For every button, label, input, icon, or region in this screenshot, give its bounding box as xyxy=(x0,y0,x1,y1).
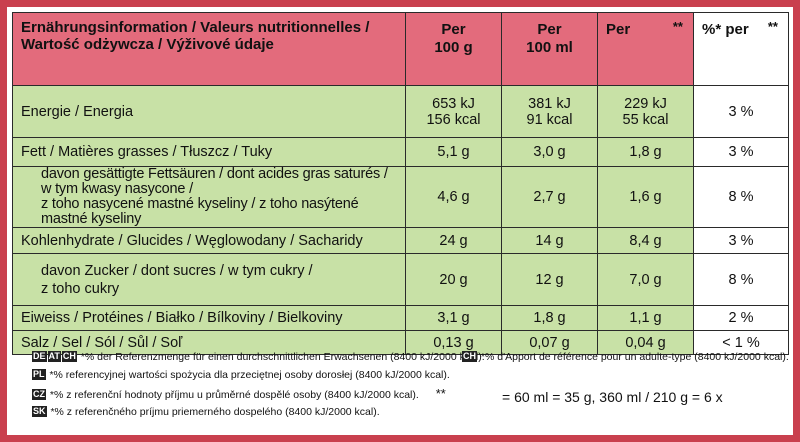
value-per-portion: 1,8 g xyxy=(597,137,694,167)
value-per-100ml: 381 kJ 91 kcal xyxy=(501,85,598,138)
footnote-sk: SK *% z referenčného príjmu priemerného … xyxy=(32,406,380,418)
value-per-100g: 5,1 g xyxy=(405,137,502,167)
table-header: Ernährungsinformation / Valeurs nutritio… xyxy=(12,12,789,86)
footnote-cz: CZ *% z referenční hodnoty příjmu u prům… xyxy=(32,386,446,401)
header-per-100ml: Per 100 ml xyxy=(501,12,598,86)
value-per-100g: 3,1 g xyxy=(405,305,502,331)
value-per-100ml: 2,7 g xyxy=(501,166,598,228)
value-per-100g: 653 kJ 156 kcal xyxy=(405,85,502,138)
country-code: SK xyxy=(32,406,47,417)
row-label: Eiweiss / Protéines / Białko / Bílkoviny… xyxy=(12,305,406,331)
row-label: Kohlenhydrate / Glucides / Węglowodany /… xyxy=(12,227,406,254)
table-row: davon gesättigte Fettsäuren / dont acide… xyxy=(12,166,789,228)
value-percent: < 1 % xyxy=(693,330,789,355)
value-per-portion: 1,6 g xyxy=(597,166,694,228)
value-per-100ml: 1,8 g xyxy=(501,305,598,331)
header-per-portion: Per ** xyxy=(597,12,694,86)
country-code: CH xyxy=(462,351,477,362)
table-row: Eiweiss / Protéines / Białko / Bílkoviny… xyxy=(12,305,789,331)
table-row: Salz / Sel / Sól / Sůl / Soľ 0,13 g 0,07… xyxy=(12,330,789,355)
country-code: DE xyxy=(32,351,47,362)
value-per-portion: 0,04 g xyxy=(597,330,694,355)
header-label: Ernährungsinformation / Valeurs nutritio… xyxy=(12,12,406,86)
row-label: Energie / Energia xyxy=(12,85,406,138)
value-per-100g: 4,6 g xyxy=(405,166,502,228)
footnote-de: DE AT CH *% der Referenzmenge für einen du… xyxy=(32,351,485,363)
footnote-pl: PL *% referencyjnej wartości spożycia dl… xyxy=(32,369,450,381)
country-code: PL xyxy=(32,369,46,380)
value-per-portion: 229 kJ 55 kcal xyxy=(597,85,694,138)
header-percent: %* per ** xyxy=(693,12,789,86)
value-per-portion: 1,1 g xyxy=(597,305,694,331)
portion-mark: ** xyxy=(435,386,446,401)
row-label: Fett / Matières grasses / Tłuszcz / Tuky xyxy=(12,137,406,167)
country-code: CH xyxy=(61,351,77,362)
value-percent: 2 % xyxy=(693,305,789,331)
value-per-100ml: 12 g xyxy=(501,253,598,306)
header-per-100g: Per 100 g xyxy=(405,12,502,86)
value-per-portion: 8,4 g xyxy=(597,227,694,254)
portion-definition: = 60 ml = 35 g, 360 ml / 210 g = 6 x xyxy=(502,389,723,405)
row-label: davon Zucker / dont sucres / w tym cukry… xyxy=(12,253,406,306)
value-percent: 8 % xyxy=(693,253,789,306)
row-label: davon gesättigte Fettsäuren / dont acide… xyxy=(12,166,406,228)
table-row: Kohlenhydrate / Glucides / Węglowodany /… xyxy=(12,227,789,254)
footnote-ch: CH *% d'Apport de référence pour un adul… xyxy=(462,351,789,363)
nutrition-table: Ernährungsinformation / Valeurs nutritio… xyxy=(12,12,789,355)
value-percent: 3 % xyxy=(693,227,789,254)
value-per-100ml: 3,0 g xyxy=(501,137,598,167)
table-row: davon Zucker / dont sucres / w tym cukry… xyxy=(12,253,789,306)
row-label: Salz / Sel / Sól / Sůl / Soľ xyxy=(12,330,406,355)
value-percent: 8 % xyxy=(693,166,789,228)
portion-mark: ** xyxy=(672,19,683,34)
value-percent: 3 % xyxy=(693,85,789,138)
country-code: CZ xyxy=(32,389,46,400)
table-row: Energie / Energia 653 kJ 156 kcal 381 kJ 9… xyxy=(12,85,789,138)
value-per-100g: 24 g xyxy=(405,227,502,254)
table-row: Fett / Matières grasses / Tłuszcz / Tuky… xyxy=(12,137,789,167)
value-per-100g: 0,13 g xyxy=(405,330,502,355)
country-code: AT xyxy=(47,351,61,362)
value-per-100ml: 14 g xyxy=(501,227,598,254)
value-per-portion: 7,0 g xyxy=(597,253,694,306)
percent-mark: ** xyxy=(767,19,778,34)
value-per-100g: 20 g xyxy=(405,253,502,306)
value-percent: 3 % xyxy=(693,137,789,167)
